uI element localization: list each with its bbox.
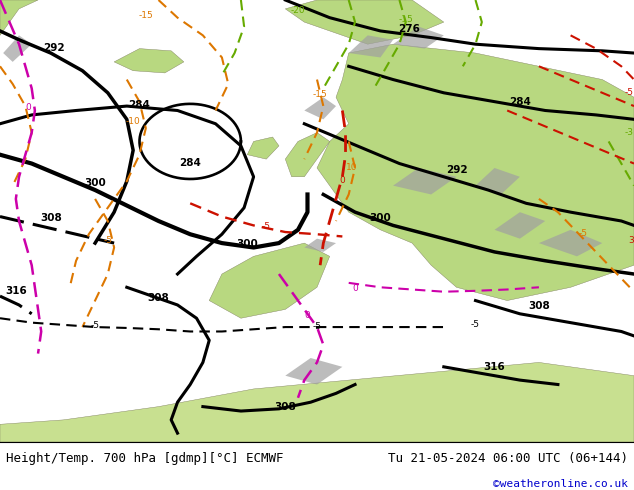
Polygon shape [114, 49, 184, 73]
Text: -15: -15 [138, 11, 153, 20]
Text: -5: -5 [471, 320, 480, 329]
Text: 3: 3 [628, 236, 634, 245]
Polygon shape [209, 243, 330, 318]
Text: -10: -10 [126, 117, 141, 126]
Text: 308: 308 [275, 402, 296, 412]
Text: 276: 276 [398, 24, 420, 34]
Polygon shape [285, 358, 342, 385]
Polygon shape [393, 26, 444, 49]
Text: -5: -5 [313, 322, 321, 331]
Text: -15: -15 [313, 90, 328, 99]
Text: Tu 21-05-2024 06:00 UTC (06+144): Tu 21-05-2024 06:00 UTC (06+144) [387, 452, 628, 466]
Text: 308: 308 [40, 213, 61, 223]
Text: 284: 284 [129, 100, 150, 110]
Text: 300: 300 [370, 213, 391, 223]
Polygon shape [0, 363, 634, 442]
Polygon shape [476, 168, 520, 195]
Text: 300: 300 [236, 239, 258, 248]
Text: -5: -5 [262, 221, 271, 230]
Text: 0: 0 [304, 311, 311, 320]
Polygon shape [304, 97, 336, 120]
Polygon shape [495, 212, 545, 239]
Text: 316: 316 [5, 286, 27, 296]
Polygon shape [285, 133, 330, 177]
Text: 0: 0 [339, 176, 346, 185]
Polygon shape [3, 35, 32, 62]
Text: 284: 284 [509, 97, 531, 107]
Polygon shape [539, 230, 602, 256]
Polygon shape [317, 44, 634, 300]
Polygon shape [285, 0, 444, 44]
Text: -3: -3 [625, 128, 634, 137]
Text: Height/Temp. 700 hPa [gdmp][°C] ECMWF: Height/Temp. 700 hPa [gdmp][°C] ECMWF [6, 452, 284, 466]
Polygon shape [0, 0, 38, 35]
Text: 300: 300 [84, 178, 106, 188]
Text: ©weatheronline.co.uk: ©weatheronline.co.uk [493, 479, 628, 489]
Polygon shape [247, 137, 279, 159]
Text: -15: -15 [398, 15, 413, 24]
Polygon shape [393, 168, 456, 195]
Text: -5: -5 [625, 88, 634, 97]
Polygon shape [304, 239, 336, 252]
Text: 308: 308 [528, 301, 550, 311]
Text: -5: -5 [103, 236, 112, 245]
Text: 0: 0 [25, 103, 32, 113]
Text: -20: -20 [290, 6, 306, 15]
Text: 316: 316 [484, 363, 505, 372]
Polygon shape [349, 35, 393, 57]
Text: 0: 0 [352, 284, 358, 293]
Text: -5: -5 [579, 229, 588, 239]
Text: 308: 308 [148, 293, 169, 302]
Text: 10: 10 [346, 163, 358, 172]
Text: 284: 284 [179, 158, 201, 168]
Text: -5: -5 [91, 321, 100, 330]
Text: 292: 292 [43, 43, 65, 53]
Text: 292: 292 [446, 165, 467, 175]
